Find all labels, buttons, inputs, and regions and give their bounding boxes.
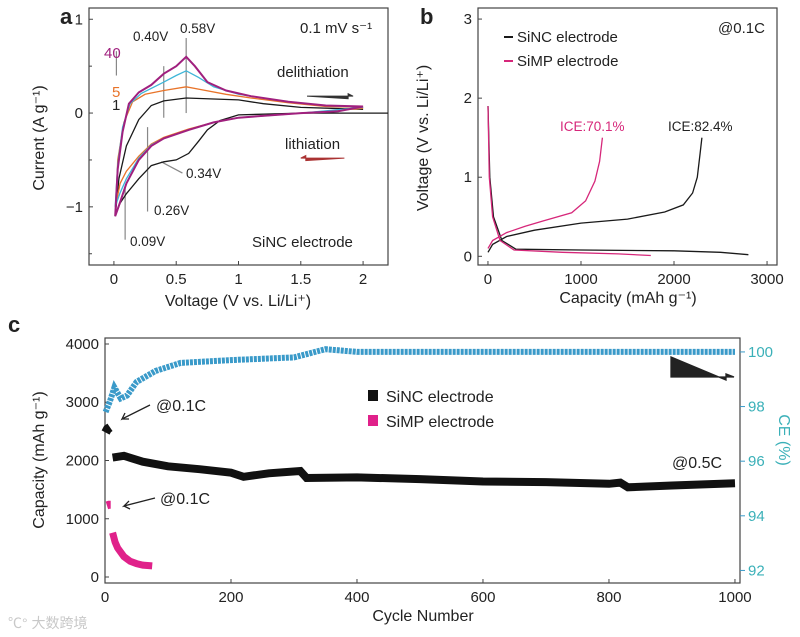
x-tick-label: 1000	[718, 589, 751, 606]
b-ice-sinc: ICE:82.4%	[668, 119, 733, 134]
simp-rate-arrow	[121, 497, 156, 510]
watermark-logo: ℃° 大数跨境	[8, 615, 88, 631]
x-tick-label: 2	[359, 271, 367, 288]
panel-label-b: b	[420, 4, 433, 29]
simp-discharge-curve	[487, 106, 651, 257]
y2-tick-label: 98	[748, 399, 765, 416]
x-tick-label: 2000	[657, 271, 690, 288]
a-electrode-label: SiNC electrode	[252, 234, 353, 251]
y2-tick-label: 92	[748, 562, 765, 579]
x-tick-label: 400	[344, 589, 369, 606]
c-y2label: CE (%)	[775, 414, 792, 466]
x-tick-label: 1.5	[290, 271, 311, 288]
y-tick-label: 1	[75, 11, 83, 28]
a-peak-058: 0.58V	[180, 21, 215, 36]
cv-curve-cycle-1	[114, 97, 388, 217]
y-tick-label: 2	[464, 90, 472, 107]
simp-charge-curve	[487, 137, 604, 249]
y-tick-label: 1000	[66, 511, 99, 528]
y-tick-label: 0	[91, 569, 99, 586]
a-xlabel: Voltage (V vs. Li/Li⁺)	[165, 293, 311, 310]
simp-capacity-0.5c	[109, 531, 153, 570]
a-peak-034: 0.34V	[186, 166, 221, 181]
c-legend-sinc: SiNC electrode	[386, 389, 494, 406]
x-tick-label: 3000	[750, 271, 783, 288]
c-sinc-rate: @0.1C	[156, 398, 206, 415]
x-tick-label: 1	[234, 271, 242, 288]
panel-b: 0 1000 2000 3000 0 1 2 3	[464, 7, 784, 288]
x-tick-label: 0.5	[166, 271, 187, 288]
panel-label-a: a	[60, 4, 73, 29]
c-legend-swatch-sinc	[368, 390, 378, 401]
simp-capacity-0.1c	[105, 500, 111, 510]
y-tick-label: −1	[66, 199, 83, 216]
y-tick-label: 3000	[66, 394, 99, 411]
b-rate: @0.1C	[718, 20, 765, 37]
panel-label-c: c	[8, 312, 20, 337]
a-cycle-40-label: 40	[104, 45, 121, 62]
y-tick-label: 0	[464, 248, 472, 265]
delithiation-arrow	[306, 92, 354, 100]
y-tick-label: 4000	[66, 336, 99, 353]
c-ylabel: Capacity (mAh g⁻¹)	[31, 391, 48, 528]
y2-tick-label: 94	[748, 508, 765, 525]
sinc-rate-arrow	[120, 404, 151, 421]
y-tick-label: 2000	[66, 453, 99, 470]
y-tick-label: 0	[75, 105, 83, 122]
y-tick-label: 3	[464, 11, 472, 28]
a-cycle-5-label: 5	[112, 84, 120, 101]
x-tick-label: 800	[596, 589, 621, 606]
lithiation-arrow	[300, 154, 345, 162]
x-tick-label: 200	[218, 589, 243, 606]
a-peak-026: 0.26V	[154, 203, 189, 218]
b-ylabel: Voltage (V vs. Li/Li⁺)	[415, 65, 432, 211]
b-ice-simp: ICE:70.1%	[560, 119, 625, 134]
b-xlabel: Capacity (mAh g⁻¹)	[559, 290, 696, 307]
x-tick-label: 1000	[564, 271, 597, 288]
plot-frame	[104, 337, 741, 584]
a-peak-009: 0.09V	[130, 234, 165, 249]
x-tick-label: 0	[110, 271, 118, 288]
cv-curve-cycle-40	[114, 55, 364, 217]
b-legend-sinc: SiNC electrode	[517, 29, 618, 46]
x-tick-label: 600	[470, 589, 495, 606]
x-tick-label: 0	[101, 589, 109, 606]
a-ylabel: Current (A g⁻¹)	[31, 85, 48, 190]
sinc-capacity-0.5c	[111, 451, 736, 492]
sinc-capacity-0.1c	[101, 423, 113, 435]
y2-tick-label: 96	[748, 453, 765, 470]
ce-series	[102, 346, 735, 414]
panel-c: 0 200 400 600 800 1000 0 1000 2000 3000 4000 92 94 96…	[66, 336, 773, 606]
a-lithiation-label: lithiation	[285, 136, 340, 153]
plot-frame	[477, 7, 778, 266]
y-tick-label: 1	[464, 169, 472, 186]
c-legend-simp: SiMP electrode	[386, 414, 494, 431]
panel-a: 0 0.5 1 1.5 2 1 0 −1	[66, 7, 389, 288]
y2-tick-label: 100	[748, 344, 773, 361]
a-scan-rate: 0.1 mV s⁻¹	[300, 20, 372, 37]
peak-pointer-034	[160, 161, 183, 174]
a-peak-040: 0.40V	[133, 29, 168, 44]
b-legend-simp: SiMP electrode	[517, 53, 618, 70]
plot-frame	[88, 7, 389, 266]
a-delithiation-label: delithiation	[277, 64, 349, 81]
c-simp-rate: @0.1C	[160, 491, 210, 508]
ce-axis-arrow	[670, 356, 735, 381]
a-cycle-1-label: 1	[112, 97, 120, 114]
c-cycling-rate: @0.5C	[672, 455, 722, 472]
x-tick-label: 0	[484, 271, 492, 288]
c-xlabel: Cycle Number	[372, 608, 474, 625]
sinc-charge-curve	[487, 137, 703, 253]
c-legend-swatch-simp	[368, 415, 378, 426]
